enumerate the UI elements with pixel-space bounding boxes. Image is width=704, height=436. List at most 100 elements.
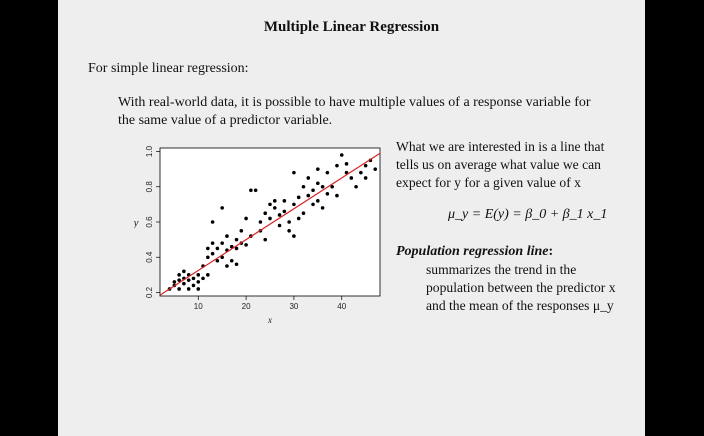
population-regression-title-text: Population regression line [396,244,549,259]
data-point [215,258,220,263]
data-point [220,255,224,260]
regression-line [159,152,381,296]
body-line: the same value of a predictor variable. [118,113,333,128]
data-point [186,287,191,291]
data-point [287,220,291,224]
data-point [359,170,363,175]
population-desc-line: population between the predictor x [426,280,616,295]
x-tick-label: 20 [242,302,251,311]
data-point [282,209,287,214]
data-point [196,287,201,291]
intro-text: For simple linear regression: [88,61,249,76]
data-point [229,244,234,249]
data-point [229,258,234,263]
y-tick-label: 1.0 [145,145,154,157]
data-point [306,193,311,198]
data-point [311,188,315,193]
population-desc-line: and the mean of the responses μ_y [426,298,614,313]
data-point [268,202,272,207]
x-tick-label: 10 [194,302,203,311]
x-tick-label: 40 [337,302,346,311]
data-point [182,269,186,274]
data-point [373,167,378,171]
data-point [344,170,349,175]
data-point [186,278,191,282]
data-point [253,188,258,193]
data-point [354,184,358,189]
data-point [287,229,291,233]
data-point [320,206,325,210]
data-point [330,184,334,189]
data-point [210,220,215,224]
data-point [296,195,301,200]
data-point [172,280,177,284]
data-point [210,251,215,256]
data-point [177,273,181,277]
y-axis-label: y [134,217,139,229]
data-point [234,262,239,267]
data-point [349,176,354,180]
data-point [335,193,339,198]
population-regression-title: Population regression line: [396,244,553,260]
population-desc-line: summarizes the trend in the [426,262,577,277]
data-point [210,241,215,245]
data-point [263,237,268,242]
data-point [325,192,330,196]
data-point [292,170,296,175]
data-point [292,234,296,238]
description-line: expect for y for a given value of x [396,175,581,190]
data-point [244,243,248,247]
data-point [301,211,306,215]
description-line: tells us on average what value we can [396,157,601,172]
data-point [363,176,368,180]
data-point [277,213,282,217]
data-point [272,199,277,203]
data-point [206,255,210,260]
data-point [249,188,253,193]
body-line: With real-world data, it is possible to … [118,95,591,110]
data-point [220,206,224,210]
data-point [225,234,229,238]
x-axis-label: x [267,315,272,325]
data-point [201,276,205,281]
data-point [244,216,248,221]
data-point [196,280,201,284]
data-point [182,281,186,286]
data-point [268,216,272,221]
data-point [296,216,301,221]
data-point [277,223,282,228]
data-point [272,206,277,210]
data-point [311,202,315,207]
data-point [239,229,244,233]
data-point [191,276,196,281]
slide-title: Multiple Linear Regression [263,19,440,35]
population-regression-title-suffix: : [548,244,554,259]
y-tick-label: 0.4 [145,251,154,263]
data-point [335,163,339,168]
y-tick-label: 0.6 [145,216,154,228]
scatter-plot: 10 20 30 40 0.2 0.4 0.6 0.8 1.0 x y [134,145,381,325]
data-point [234,246,239,251]
data-point [263,211,268,215]
data-point [225,264,229,268]
data-point [344,162,349,166]
data-point [339,153,344,157]
data-point [191,283,196,288]
data-point [206,246,210,251]
data-point [258,220,263,224]
data-point [215,246,220,251]
data-point [292,202,296,207]
data-point [316,199,320,203]
data-point [320,184,325,189]
data-point [282,199,287,203]
data-point [220,241,224,245]
data-point [316,181,320,186]
y-tick-label: 0.8 [145,181,154,193]
data-point [177,287,181,291]
data-point [196,273,201,277]
y-tick-label: 0.2 [145,286,154,298]
data-point [234,237,239,242]
data-point [363,163,368,168]
x-tick-label: 30 [289,302,298,311]
population-equation: μ_y = E(y) = β_0 + β_1 x_1 [448,207,608,222]
